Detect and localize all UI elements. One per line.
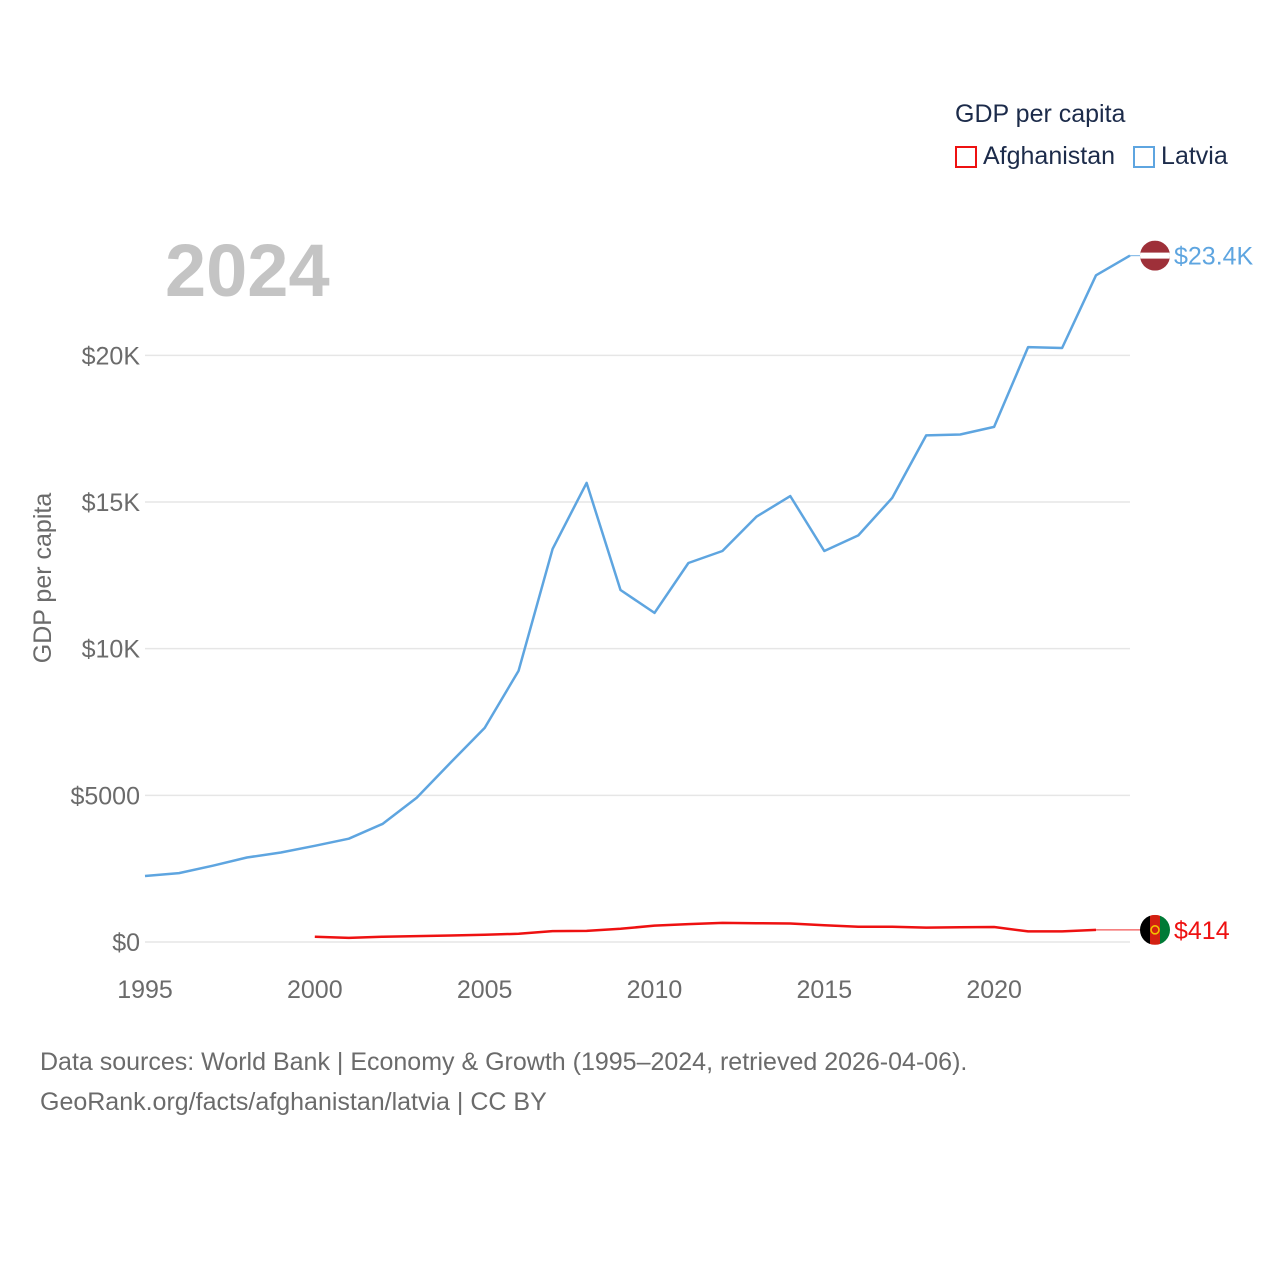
source-link[interactable]: GeoRank.org/facts/afghanistan/latvia | C… — [40, 1088, 547, 1116]
legend-label-afghanistan: Afghanistan — [983, 142, 1116, 170]
legend-title: GDP per capita — [955, 100, 1126, 128]
flag-icon-afghanistan — [1140, 914, 1170, 945]
legend-label-latvia: Latvia — [1161, 142, 1228, 170]
flag-icon-latvia — [1140, 240, 1170, 271]
x-tick-label: 2020 — [966, 976, 1022, 1004]
legend-item-afghanistan[interactable]: Afghanistan — [955, 142, 1115, 171]
y-tick-label: $0 — [112, 929, 140, 957]
y-tick-label: $10K — [82, 636, 141, 664]
series-line-latvia — [144, 254, 1131, 878]
series-line-afghanistan — [314, 921, 1097, 940]
gridlines — [145, 354, 1130, 943]
end-label-latvia: $23.4K — [1174, 243, 1254, 271]
legend-swatch-afghanistan — [955, 145, 977, 168]
legend-item-latvia[interactable]: Latvia — [1133, 142, 1228, 171]
x-axis: 1995 2000 2005 2010 2015 2020 — [117, 976, 1022, 1004]
y-tick-label: $15K — [82, 489, 141, 517]
y-axis: $0 $5000 $10K $15K $20K — [70, 342, 140, 957]
data-sources-text: Data sources: World Bank | Economy & Gro… — [40, 1048, 968, 1076]
x-tick-label: 2000 — [287, 976, 343, 1004]
series-lines — [144, 254, 1131, 940]
x-tick-label: 1995 — [117, 976, 173, 1004]
x-tick-label: 2005 — [457, 976, 513, 1004]
legend-swatch-latvia — [1133, 145, 1156, 168]
x-tick-label: 2015 — [796, 976, 852, 1004]
y-tick-label: $20K — [82, 342, 141, 370]
footer: Data sources: World Bank | Economy & Gro… — [40, 1042, 967, 1122]
y-axis-label: GDP per capita — [29, 493, 57, 664]
year-stamp: 2024 — [165, 229, 330, 312]
x-tick-label: 2010 — [627, 976, 683, 1004]
end-label-afghanistan: $414 — [1174, 917, 1230, 945]
series-end-markers: $414 $23.4K — [1096, 240, 1254, 945]
legend: Afghanistan Latvia — [955, 142, 1228, 171]
y-tick-label: $5000 — [70, 782, 140, 810]
